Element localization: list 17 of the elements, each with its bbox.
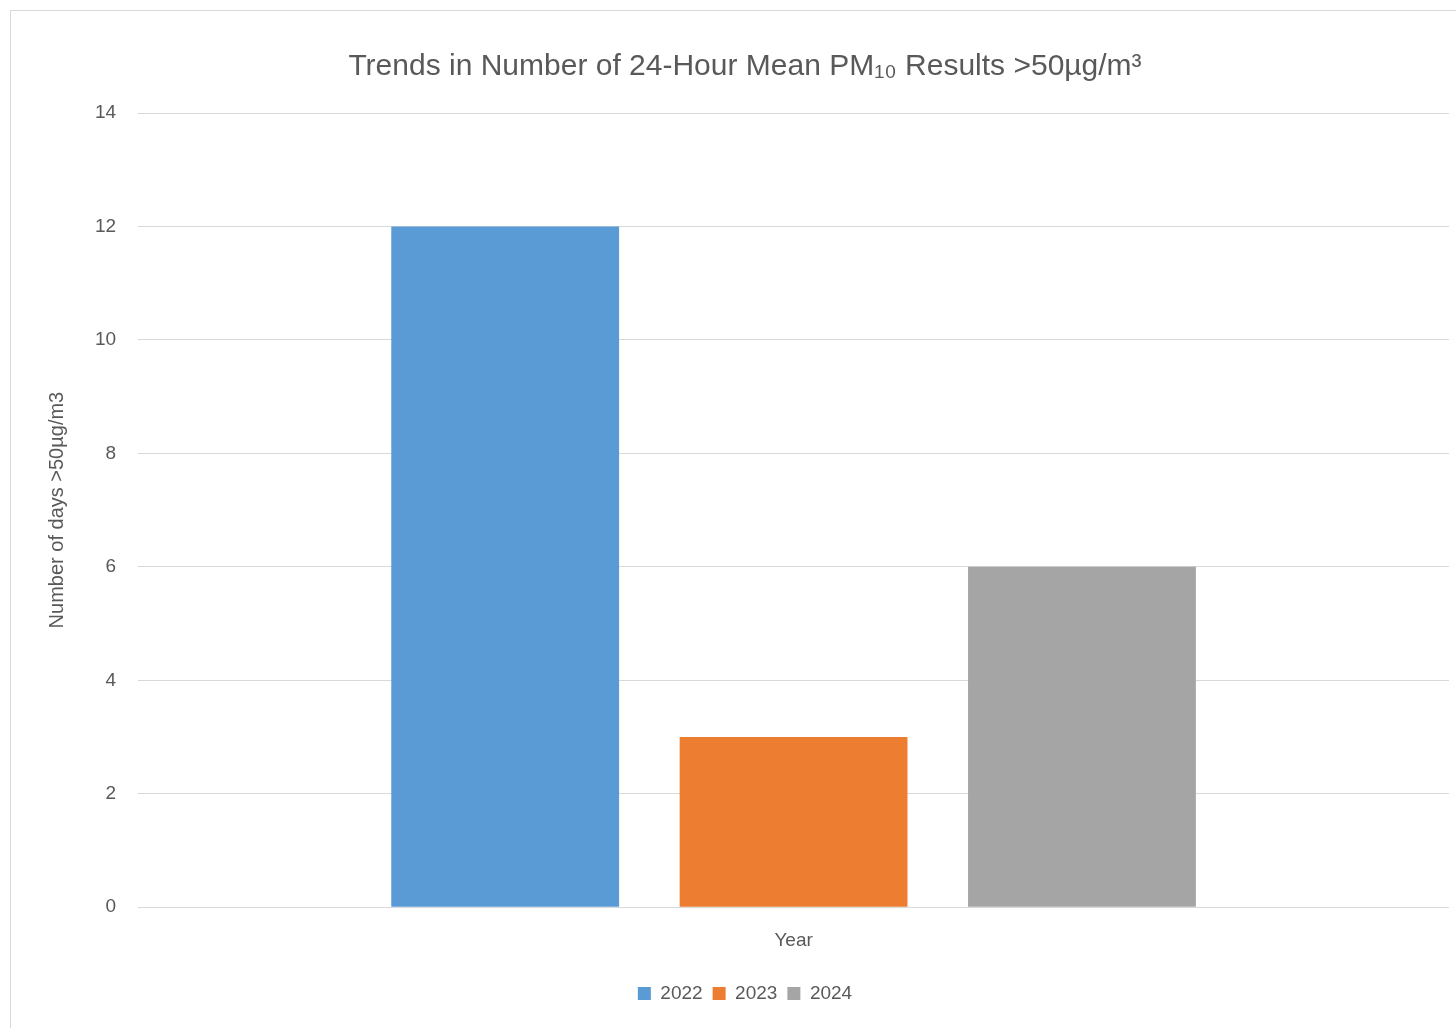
- chart-title: Trends in Number of 24-Hour Mean PM₁₀ Results >50µg/m³: [348, 48, 1142, 82]
- x-tick-label: Year: [774, 928, 814, 950]
- y-tick-label: 12: [94, 214, 117, 236]
- y-tick-label: 2: [105, 781, 117, 803]
- bar: [968, 566, 1196, 907]
- y-tick-label: 8: [105, 441, 117, 463]
- legend-label: 2024: [809, 981, 853, 1003]
- bar: [679, 737, 908, 907]
- legend-label: 2022: [660, 981, 703, 1003]
- legend-label: 2023: [735, 981, 778, 1003]
- y-tick-label: 6: [105, 555, 117, 577]
- y-axis-title: Number of days >50µg/m3: [44, 391, 67, 629]
- y-tick-label: 0: [105, 895, 117, 917]
- y-tick-label: 14: [94, 101, 117, 123]
- bar: [391, 226, 620, 907]
- y-tick-label: 10: [94, 328, 117, 350]
- y-tick-label: 4: [105, 668, 117, 690]
